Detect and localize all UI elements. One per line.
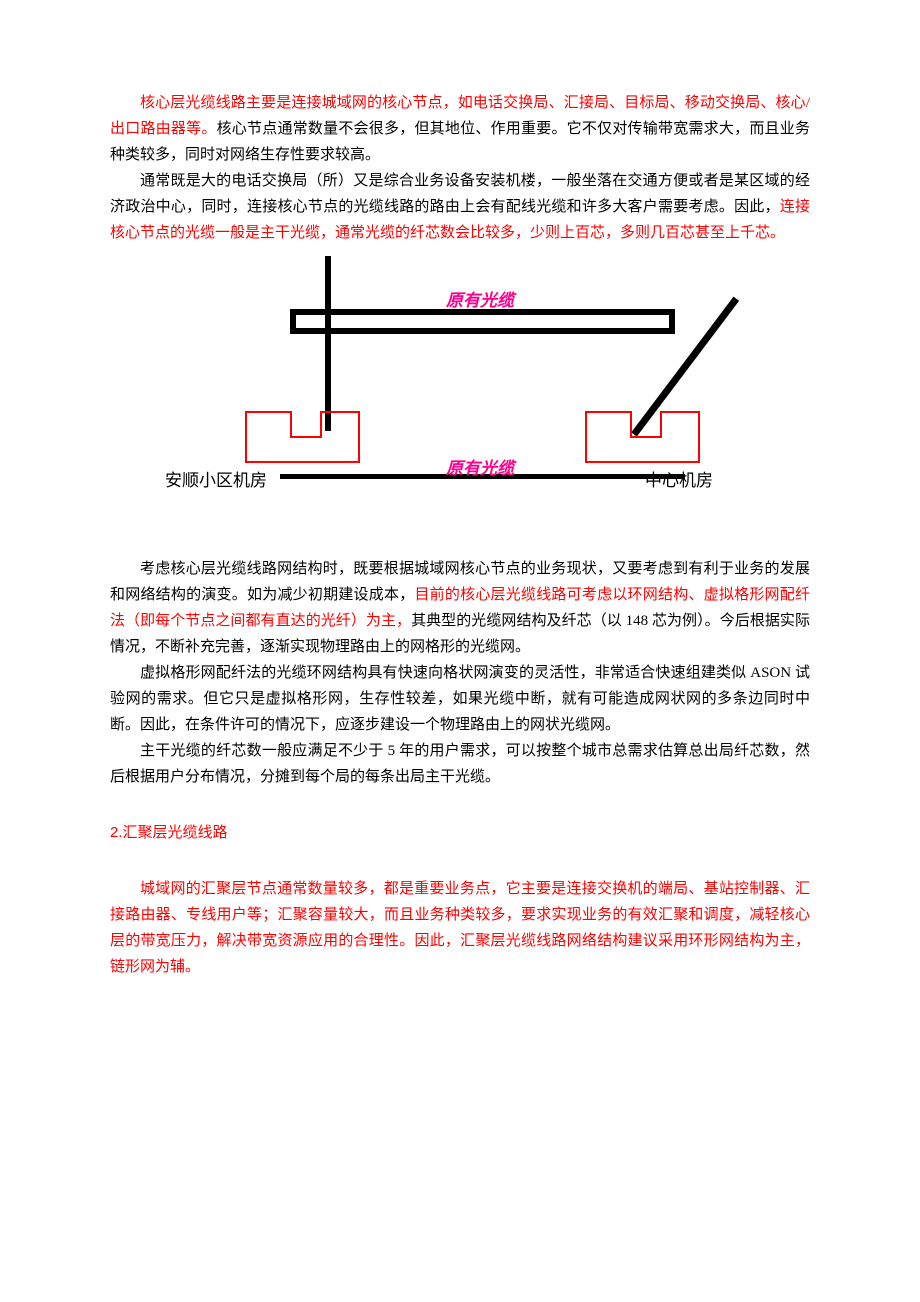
cable-top-leftend — [290, 309, 296, 334]
paragraph-2: 通常既是大的电话交换局（所）又是综合业务设备安装机楼，一般坐落在交通方便或者是某… — [110, 168, 810, 246]
box-right-leftside — [585, 411, 587, 463]
paragraph-4: 虚拟格形网配纤法的光缆环网结构具有快速向格状网演变的灵活性，非常适合快速组建类似… — [110, 660, 810, 738]
label-cable-bottom: 原有光缆 — [446, 454, 514, 479]
label-node-left: 安顺小区机房 — [165, 466, 267, 491]
paragraph-6: 城域网的汇聚层节点通常数量较多，都是重要业务点，它主要是连接交换机的端局、基站控… — [110, 876, 810, 980]
p2-black: 通常既是大的电话交换局（所）又是综合业务设备安装机楼，一般坐落在交通方便或者是某… — [110, 173, 810, 215]
cable-top-rightend — [669, 309, 675, 334]
p6-red: 城域网的汇聚层节点通常数量较多，都是重要业务点，它主要是连接交换机的端局、基站控… — [110, 881, 810, 975]
label-cable-top: 原有光缆 — [446, 286, 514, 311]
box-left-top-l — [245, 411, 290, 413]
box-right-bottom — [585, 461, 700, 463]
box-left-notch-r — [320, 411, 322, 436]
box-right-notch-l — [630, 411, 632, 436]
box-left-rightside — [358, 411, 360, 463]
paragraph-1: 核心层光缆线路主要是连接城域网的核心节点，如电话交换局、汇接局、目标局、移动交换… — [110, 90, 810, 168]
box-left-leftside — [245, 411, 247, 463]
box-right-notch-r — [660, 411, 662, 436]
paragraph-5: 主干光缆的纤芯数一般应满足不少于 5 年的用户需求，可以按整个城市总需求估算总出… — [110, 738, 810, 790]
label-node-right: 中心机房 — [645, 466, 713, 491]
box-left-bottom — [245, 461, 360, 463]
box-right-top-r — [660, 411, 700, 413]
paragraph-3: 考虑核心层光缆线路网结构时，既要根据城域网核心节点的业务现状，又要考虑到有利于业… — [110, 556, 810, 660]
box-left-notch-bottom — [290, 436, 322, 438]
box-right-rightside — [698, 411, 700, 463]
section-heading-2: 2.汇聚层光缆线路 — [110, 820, 810, 846]
box-right-top-l — [585, 411, 630, 413]
cable-vertical-left — [325, 256, 331, 431]
cable-diagonal-right — [631, 297, 739, 437]
box-right-notch-bottom — [630, 436, 662, 438]
box-left-top-r — [320, 411, 360, 413]
cable-diagram: 原有光缆 原有光缆 安顺小区机房 中心机房 — [185, 256, 735, 536]
cable-top-lower — [290, 328, 675, 334]
box-left-notch-l — [290, 411, 292, 436]
diagram-container: 原有光缆 原有光缆 安顺小区机房 中心机房 — [110, 256, 810, 536]
